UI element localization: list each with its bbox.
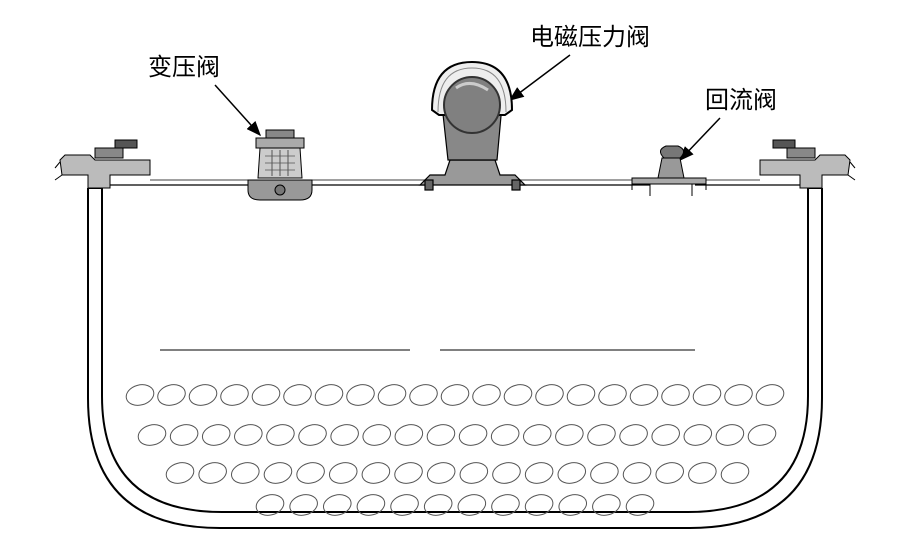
label-pressure-valve: 变压阀 xyxy=(148,54,220,81)
pressure-valve xyxy=(248,130,312,200)
arrow-reflux-valve xyxy=(680,118,720,160)
cross-section-diagram: 变压阀 电磁压力阀 回流阀 xyxy=(0,0,910,546)
arrow-electromagnetic-valve xyxy=(510,55,570,100)
lid-latch-right xyxy=(760,140,855,188)
pot-body xyxy=(88,188,822,528)
reflux-valve xyxy=(632,146,706,196)
label-reflux-valve: 回流阀 xyxy=(705,87,777,114)
arrow-pressure-valve xyxy=(215,85,260,135)
rice-grains xyxy=(124,382,786,519)
lid-latch-left xyxy=(55,140,150,188)
electromagnetic-pressure-valve xyxy=(420,62,525,190)
label-electromagnetic-valve: 电磁压力阀 xyxy=(530,24,650,51)
